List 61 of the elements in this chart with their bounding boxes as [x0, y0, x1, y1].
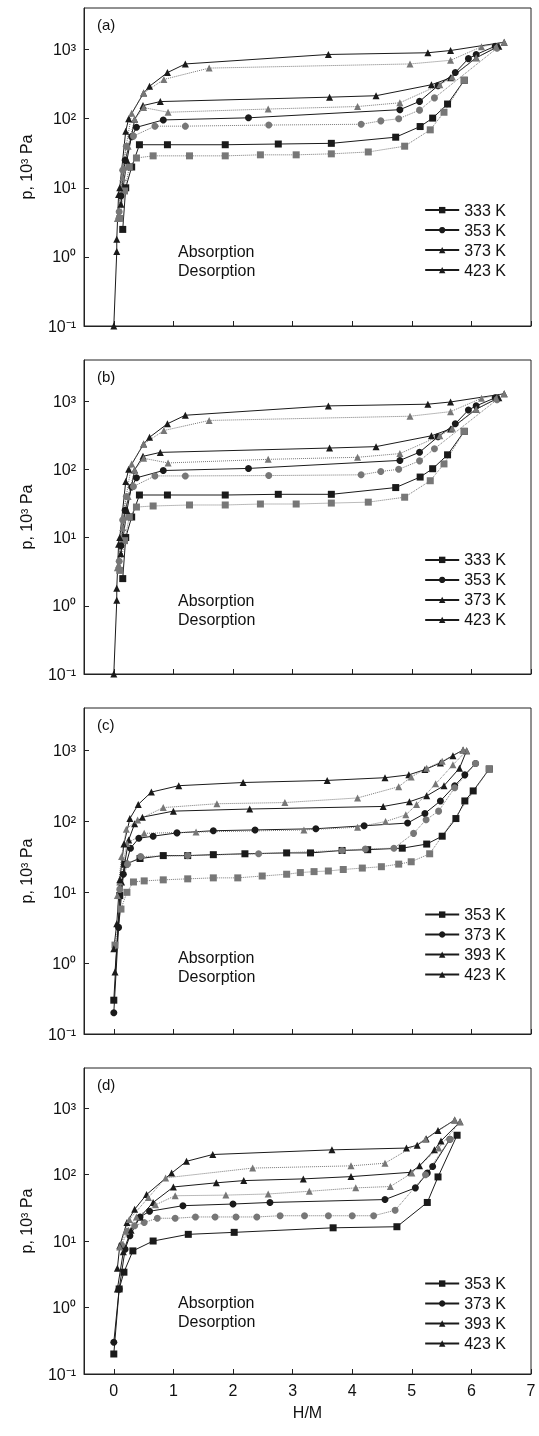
y-tick-label: 10⁻¹ [47, 1025, 76, 1043]
legend-label: 373 K [464, 1295, 507, 1313]
legend-label: 353 K [464, 1275, 507, 1293]
x-tick-label: 5 [407, 1381, 417, 1399]
y-axis-title: p, 10³ Pa [17, 484, 35, 550]
y-tick-label: 10⁰ [52, 597, 76, 615]
y-tick-label: 10⁰ [52, 248, 76, 266]
legend-label: 423 K [464, 611, 507, 629]
y-tick-label: 10⁻¹ [47, 317, 76, 335]
annotation: Absorption [178, 1293, 255, 1311]
x-tick-label: 3 [288, 1381, 298, 1399]
annotation: Desorption [178, 967, 256, 985]
y-axis-title: p, 10³ Pa [17, 134, 35, 200]
y-tick-label: 10⁻¹ [47, 665, 76, 683]
y-tick-label: 10² [52, 1166, 77, 1184]
y-axis-title: p, 10³ Pa [17, 1188, 35, 1254]
text: (d) [97, 1076, 116, 1093]
y-tick-label: 10³ [52, 742, 77, 760]
annotation: Desorption [178, 610, 256, 628]
x-tick-label: 4 [347, 1381, 357, 1399]
y-tick-label: 10² [52, 460, 77, 478]
y-tick-label: 10² [52, 110, 77, 128]
legend-label: 333 K [464, 551, 507, 569]
legend-label: 373 K [464, 241, 507, 259]
text: (a) [97, 16, 116, 33]
text: (c) [97, 716, 115, 733]
legend-label: 393 K [464, 1315, 507, 1333]
annotation: Absorption [178, 242, 255, 260]
legend-label: 373 K [464, 591, 507, 609]
x-tick-label: 0 [109, 1381, 119, 1399]
legend-label: 353 K [464, 571, 507, 589]
legend-label: 333 K [464, 201, 507, 219]
y-tick-label: 10¹ [52, 529, 76, 547]
x-tick-label: 2 [228, 1381, 238, 1399]
y-tick-label: 10¹ [52, 179, 76, 197]
y-tick-label: 10⁻¹ [47, 1365, 76, 1383]
y-tick-label: 10¹ [52, 1232, 76, 1250]
legend-label: 393 K [464, 946, 507, 964]
x-tick-label: 7 [526, 1381, 536, 1399]
legend-label: 423 K [464, 261, 507, 279]
legend-label: 353 K [464, 906, 507, 924]
y-tick-label: 10³ [52, 1099, 77, 1117]
x-axis-title: H/M [292, 1403, 323, 1421]
legend-label: 353 K [464, 221, 507, 239]
text: (b) [97, 368, 116, 385]
y-tick-label: 10³ [52, 392, 77, 410]
annotation: Desorption [178, 1312, 256, 1330]
annotation: Desorption [178, 261, 256, 279]
y-tick-label: 10² [52, 812, 77, 830]
y-tick-label: 10¹ [52, 883, 76, 901]
x-tick-label: 6 [466, 1381, 476, 1399]
y-tick-label: 10⁰ [52, 954, 76, 972]
y-tick-label: 10⁰ [52, 1299, 76, 1317]
legend-label: 423 K [464, 1335, 507, 1353]
legend-label: 423 K [464, 966, 507, 984]
y-axis-title: p, 10³ Pa [17, 838, 35, 904]
legend-label: 373 K [464, 926, 507, 944]
annotation: Absorption [178, 948, 255, 966]
annotation: Absorption [178, 591, 255, 609]
y-tick-label: 10³ [52, 41, 77, 59]
x-tick-label: 1 [168, 1381, 178, 1399]
